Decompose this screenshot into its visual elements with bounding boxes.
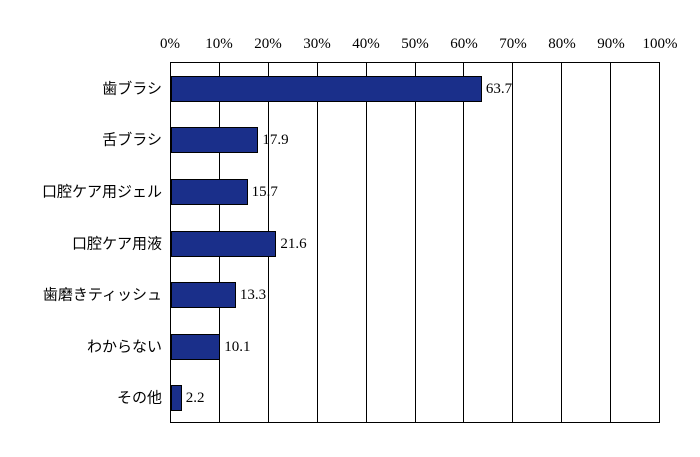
category-label: その他 xyxy=(116,390,162,407)
bar xyxy=(171,230,277,257)
x-axis-tick-label: 80% xyxy=(548,36,576,52)
gridline xyxy=(414,63,416,422)
value-label: 2.2 xyxy=(185,390,205,407)
category-label: わからない xyxy=(86,339,162,356)
x-axis-tick-label: 100% xyxy=(642,36,678,52)
gridline xyxy=(463,63,465,422)
bar xyxy=(171,75,482,102)
category-label: 舌ブラシ xyxy=(102,132,162,149)
bar xyxy=(171,282,236,309)
gridline xyxy=(316,63,318,422)
x-axis-tick-label: 50% xyxy=(401,36,429,52)
value-label: 15.7 xyxy=(251,183,278,200)
x-axis-tick-label: 90% xyxy=(597,36,625,52)
value-label: 17.9 xyxy=(262,132,289,149)
x-axis-tick-label: 0% xyxy=(160,36,180,52)
category-label: 歯ブラシ xyxy=(102,81,162,98)
x-axis-tick-labels: 0% 10% 20% 30% 40% 50% 60% 70% 80% 90% 100% xyxy=(160,36,678,58)
x-axis-tick-label: 30% xyxy=(303,36,331,52)
category-labels: 歯ブラシ舌ブラシ口腔ケア用ジェル口腔ケア用液歯磨きティッシュわからないその他 xyxy=(0,62,162,423)
plot-area: 63.7 17.9 15.7 21.6 13.3 10.1 2.2 xyxy=(170,62,660,423)
x-axis-tick-label: 10% xyxy=(205,36,233,52)
bar xyxy=(171,178,248,205)
value-label: 13.3 xyxy=(239,287,267,304)
bar xyxy=(171,127,259,154)
x-axis-tick-label: 20% xyxy=(254,36,282,52)
gridline xyxy=(512,63,514,422)
x-axis-tick-label: 70% xyxy=(499,36,527,52)
gridline xyxy=(609,63,611,422)
gridline xyxy=(560,63,562,422)
x-axis-tick-label: 40% xyxy=(352,36,380,52)
category-label: 口腔ケア用液 xyxy=(71,236,162,252)
bar xyxy=(171,333,221,360)
x-axis-tick-label: 60% xyxy=(450,36,478,52)
value-label: 63.7 xyxy=(485,80,513,97)
category-label: 歯磨きティッシュ xyxy=(42,287,162,304)
bar xyxy=(171,385,182,412)
category-label: 口腔ケア用ジェル xyxy=(41,184,162,201)
gridline xyxy=(365,63,367,422)
value-label: 10.1 xyxy=(224,338,251,355)
value-label: 21.6 xyxy=(280,235,307,252)
